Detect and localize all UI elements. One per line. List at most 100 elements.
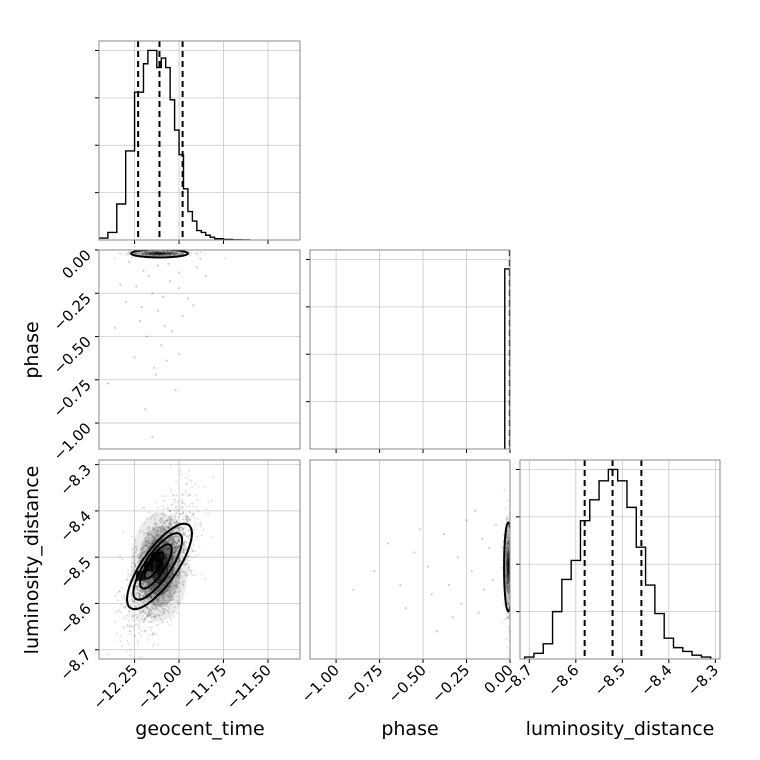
- sample-point: [505, 586, 508, 589]
- sample-point: [173, 521, 176, 524]
- sample-point: [144, 589, 147, 592]
- sample-point: [505, 563, 508, 566]
- sample-point: [170, 585, 173, 588]
- sample-point: [187, 566, 190, 569]
- sample-point: [144, 532, 147, 535]
- sample-point: [170, 599, 173, 602]
- sample-point: [176, 574, 179, 577]
- sample-point: [169, 532, 172, 535]
- sample-point: [124, 300, 127, 304]
- sample-point: [185, 540, 188, 543]
- sample-point: [163, 547, 166, 550]
- sample-point: [167, 607, 170, 610]
- sample-point: [176, 536, 179, 539]
- sample-point: [146, 583, 149, 586]
- sample-point: [147, 610, 150, 613]
- sample-point: [171, 561, 174, 564]
- sample-point: [205, 507, 208, 510]
- sample-point: [106, 382, 109, 385]
- sample-point: [159, 527, 162, 530]
- sample-point: [119, 603, 122, 606]
- sample-point: [181, 580, 184, 583]
- sample-point: [510, 536, 512, 538]
- sample-point: [165, 549, 168, 552]
- sample-point: [129, 599, 132, 602]
- sample-point: [143, 628, 146, 631]
- sample-point: [503, 489, 506, 492]
- sample-point: [179, 554, 182, 557]
- sample-point: [165, 553, 168, 556]
- sample-point: [173, 501, 176, 504]
- sample-point: [162, 608, 165, 611]
- sample-point: [171, 537, 174, 540]
- sample-point: [147, 574, 150, 577]
- sample-point: [168, 510, 171, 513]
- sample-point: [174, 554, 177, 557]
- sample-point: [155, 501, 158, 504]
- sample-point: [184, 563, 187, 566]
- sample-point: [147, 511, 150, 514]
- sample-point: [186, 520, 189, 523]
- sample-point: [173, 548, 176, 551]
- sample-point: [172, 493, 175, 496]
- sample-point: [145, 251, 148, 254]
- sample-point: [138, 592, 141, 595]
- sample-point: [144, 617, 147, 620]
- sample-point: [171, 569, 174, 572]
- sample-point: [172, 545, 175, 548]
- sample-point: [175, 544, 178, 547]
- tick-label-x: −1.00: [298, 661, 343, 706]
- sample-point: [506, 582, 509, 585]
- sample-point: [175, 549, 178, 552]
- sample-point: [181, 252, 184, 255]
- sample-point: [160, 529, 163, 532]
- sample-point: [505, 507, 508, 510]
- sample-point: [164, 548, 167, 551]
- sample-point: [139, 634, 142, 637]
- sample-point: [161, 597, 164, 600]
- sample-point: [133, 635, 136, 638]
- sample-point: [136, 602, 139, 605]
- sample-point: [168, 577, 171, 580]
- contour-line: [126, 522, 193, 611]
- sample-point: [512, 590, 514, 592]
- sample-point: [174, 554, 177, 557]
- sample-point: [182, 542, 185, 545]
- contour-line: [503, 521, 510, 613]
- sample-point: [168, 526, 171, 529]
- sample-point: [505, 617, 508, 620]
- sample-point: [185, 541, 188, 544]
- sample-point: [174, 551, 177, 554]
- sample-point: [147, 620, 150, 623]
- sample-point: [158, 598, 161, 601]
- sample-point: [146, 582, 149, 585]
- sample-point: [153, 594, 156, 597]
- sample-point: [146, 253, 149, 256]
- sample-point: [510, 546, 512, 548]
- sample-point: [151, 606, 154, 609]
- sample-point: [134, 546, 137, 549]
- sample-point: [138, 627, 141, 630]
- sample-point: [188, 568, 191, 571]
- sample-point: [141, 254, 144, 257]
- sample-point: [174, 584, 177, 587]
- sample-point: [137, 556, 140, 559]
- sample-point: [155, 534, 158, 537]
- sample-point: [149, 533, 152, 536]
- sample-point: [168, 599, 171, 602]
- sample-point: [505, 552, 508, 555]
- sample-point: [153, 254, 156, 257]
- sample-point: [185, 562, 188, 565]
- sample-point: [200, 251, 203, 254]
- sample-point: [188, 534, 191, 537]
- sample-point: [169, 538, 172, 541]
- tick-label-y: −0.25: [50, 289, 95, 334]
- sample-point: [139, 613, 142, 616]
- sample-point: [126, 625, 129, 628]
- sample-point: [149, 590, 152, 593]
- sample-point: [175, 480, 178, 483]
- sample-point: [153, 366, 156, 369]
- sample-point: [507, 616, 510, 619]
- sample-point: [172, 556, 175, 559]
- sample-point: [132, 615, 135, 618]
